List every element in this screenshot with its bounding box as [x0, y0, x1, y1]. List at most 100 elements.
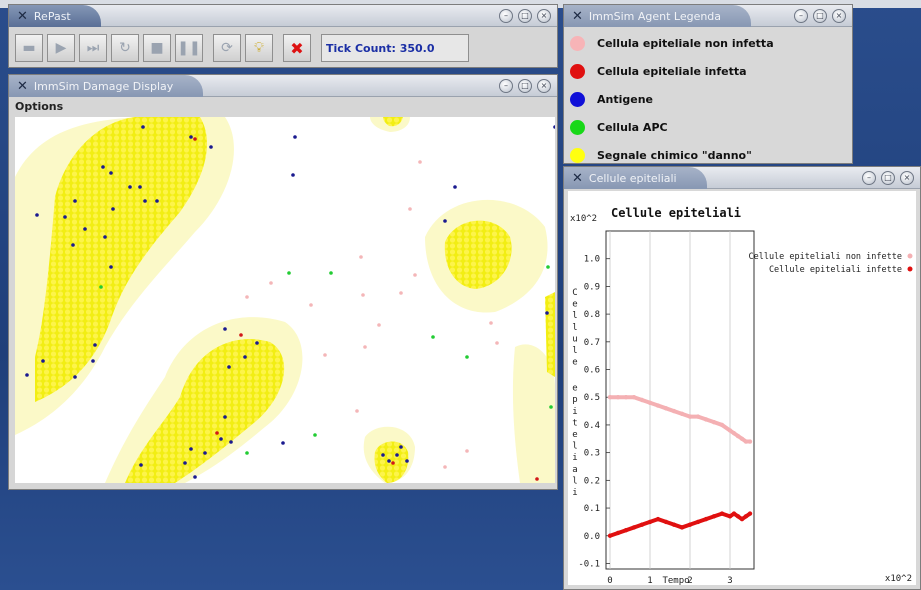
repast-titlebar[interactable]: ✕ RePast – □ × — [9, 5, 557, 27]
chart-titlebar[interactable]: ✕ Cellule epiteliali – □ × — [564, 167, 920, 189]
agent-noninfected — [489, 321, 493, 325]
agent-noninfected — [245, 295, 249, 299]
folder-icon[interactable]: ▬ — [15, 34, 43, 62]
refresh-icon[interactable]: ⟳ — [213, 34, 241, 62]
agent-noninfected — [495, 341, 499, 345]
reset-icon[interactable]: ↻ — [111, 34, 139, 62]
series-point — [747, 511, 753, 516]
agent-noninfected — [323, 353, 327, 357]
close-icon[interactable]: × — [900, 171, 914, 185]
y-label-char: l — [572, 323, 577, 333]
agent-infected — [193, 137, 197, 141]
legend-item: Segnale chimico "danno" — [564, 141, 852, 163]
play-icon[interactable]: ▶ — [47, 34, 75, 62]
series-point — [615, 530, 621, 536]
step-icon[interactable]: ⏭ — [79, 34, 107, 62]
agent-apc — [245, 451, 249, 455]
y-label-char: e — [572, 358, 577, 368]
agent-antigen — [183, 461, 187, 465]
stop-icon[interactable]: ■ — [143, 34, 171, 62]
series-point — [631, 395, 637, 400]
damage-grid-svg — [15, 117, 555, 483]
repast-title: RePast — [33, 9, 71, 23]
damage-title: ImmSim Damage Display — [33, 79, 174, 93]
bulb-icon[interactable]: 💡︎ — [245, 34, 273, 62]
x-tick-label: 2 — [687, 576, 692, 586]
series-point — [639, 397, 645, 403]
y-label-char: a — [572, 465, 577, 475]
minimize-icon[interactable]: – — [794, 9, 808, 23]
y-tick-label: 0.7 — [584, 338, 600, 348]
agent-antigen — [83, 227, 87, 231]
legend-item: Antigene — [564, 85, 852, 113]
series-point — [607, 395, 613, 400]
plot-group: 0 1 2 3 -0.1 0.0 0.1 0.2 0.3 0.4 0.5 0.6 0.7 0.8 0.9 1.… — [578, 230, 755, 586]
legend-label: Cellula epiteliale non infetta — [597, 36, 774, 50]
y-label-char: e — [572, 430, 577, 440]
agent-antigen — [138, 185, 142, 189]
chart-window-title: Cellule epiteliali — [588, 171, 677, 185]
legend-entry-marker — [907, 253, 913, 259]
maximize-icon[interactable]: □ — [881, 171, 895, 185]
damage-titlebar[interactable]: ✕ ImmSim Damage Display – □ × — [9, 75, 557, 97]
series-point — [687, 522, 693, 527]
damage-canvas[interactable] — [15, 117, 555, 483]
agent-apc — [287, 271, 291, 275]
agent-noninfected — [377, 323, 381, 327]
close-icon[interactable]: × — [832, 9, 846, 23]
y-label-char: t — [572, 418, 577, 428]
x-logo-icon: ✕ — [572, 8, 583, 24]
agent-noninfected — [465, 449, 469, 453]
chart-title: Cellule epiteliali — [611, 206, 741, 220]
minimize-icon[interactable]: – — [499, 79, 513, 93]
minimize-icon[interactable]: – — [862, 171, 876, 185]
maximize-icon[interactable]: □ — [518, 9, 532, 23]
series-point — [663, 406, 669, 411]
agent-antigen — [209, 145, 213, 149]
damage-agents — [25, 125, 555, 481]
legend-swatch-signal — [570, 147, 585, 163]
pause-icon[interactable]: ❚❚ — [175, 34, 203, 62]
series-point — [671, 408, 677, 414]
agent-antigen — [219, 437, 223, 441]
series-point — [679, 525, 685, 530]
agent-noninfected — [309, 303, 313, 307]
minimize-icon[interactable]: – — [499, 9, 513, 23]
series-point — [719, 511, 725, 516]
series-point — [647, 400, 653, 405]
repast-window-controls: – □ × — [499, 9, 551, 23]
agent-antigen — [101, 165, 105, 169]
series-point — [607, 533, 613, 538]
close-icon[interactable]: × — [537, 79, 551, 93]
agent-antigen — [93, 343, 97, 347]
legend-titlebar[interactable]: ✕ ImmSim Agent Legenda – □ × — [564, 5, 852, 27]
legend-title-tab: ✕ ImmSim Agent Legenda — [564, 5, 752, 27]
agent-antigen — [63, 215, 67, 219]
maximize-icon[interactable]: □ — [518, 79, 532, 93]
legend-window: ✕ ImmSim Agent Legenda – □ × Cellula epi… — [563, 4, 853, 164]
agent-apc — [546, 265, 550, 269]
legend-entry-marker — [907, 266, 913, 272]
exit-icon[interactable]: ✖ — [283, 34, 311, 62]
agent-antigen — [41, 359, 45, 363]
x-logo-icon: ✕ — [572, 170, 583, 186]
maximize-icon[interactable]: □ — [813, 9, 827, 23]
close-icon[interactable]: × — [537, 9, 551, 23]
legend-swatch-non-infected — [570, 35, 585, 51]
y-label-char: l — [572, 311, 577, 321]
agent-apc — [329, 271, 333, 275]
options-menu[interactable]: Options — [15, 100, 64, 113]
agent-antigen — [189, 447, 193, 451]
chart-window-controls: – □ × — [862, 171, 914, 185]
y-tick-label: 1.0 — [584, 255, 600, 265]
agent-infected — [535, 477, 539, 481]
agent-antigen — [73, 375, 77, 379]
legend-entry-label: Cellule epiteliali non infette — [748, 252, 902, 262]
series-point — [735, 514, 741, 519]
agent-antigen — [443, 219, 447, 223]
x-tick-label: 1 — [647, 576, 652, 586]
chart-svg: Cellule epiteliali x10^2 x10^2 Tempo Cel… — [570, 206, 913, 586]
agent-antigen — [103, 235, 107, 239]
x-logo-icon: ✕ — [17, 8, 28, 24]
